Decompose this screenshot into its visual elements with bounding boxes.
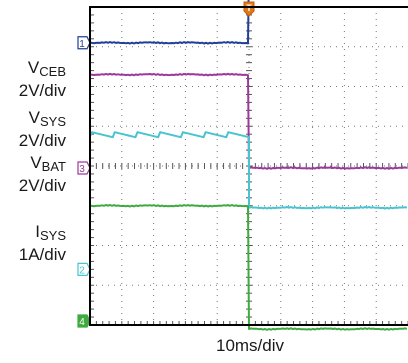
label-vbat-main: V	[30, 153, 42, 172]
trace-isys	[89, 204, 408, 331]
label-vsys-main: V	[28, 108, 40, 127]
trigger-marker: T	[243, 1, 255, 17]
label-vsys: VSYS 2V/div	[0, 108, 66, 150]
channel-markers: 1 3 2 4 T	[77, 1, 255, 328]
label-vbat-scale: 2V/div	[18, 176, 66, 195]
label-vceb-main: V	[27, 58, 40, 77]
trace-vbat	[89, 131, 408, 210]
channel-marker-label: 3	[79, 164, 85, 175]
label-isys-main: I	[35, 222, 40, 241]
label-vbat-sub: BAT	[41, 159, 66, 174]
x-axis-label: 10ms/div	[215, 336, 285, 355]
channel-marker-label: 4	[79, 317, 85, 328]
channel-marker-2: 2	[77, 262, 91, 276]
plot-frame	[89, 6, 408, 326]
label-vsys-sub: SYS	[39, 114, 66, 129]
label-vsys-scale: 2V/div	[18, 131, 66, 150]
channel-marker-1: 1	[77, 36, 91, 50]
label-vceb-scale: 2V/div	[18, 81, 66, 100]
trace-vsys	[89, 72, 408, 170]
channel-marker-3: 3	[77, 161, 91, 175]
label-isys-sub: SYS	[39, 228, 66, 243]
channel-marker-4: 4	[77, 314, 91, 328]
channel-marker-label: 2	[79, 265, 85, 276]
label-isys-scale: 1A/div	[18, 245, 66, 264]
label-vbat: VBAT 2V/div	[0, 153, 66, 195]
channel-marker-label: 1	[79, 39, 85, 50]
label-isys: ISYS 1A/div	[0, 222, 66, 264]
label-vceb-sub: CEB	[39, 64, 66, 79]
label-vceb: VCEB 2V/div	[0, 58, 66, 100]
